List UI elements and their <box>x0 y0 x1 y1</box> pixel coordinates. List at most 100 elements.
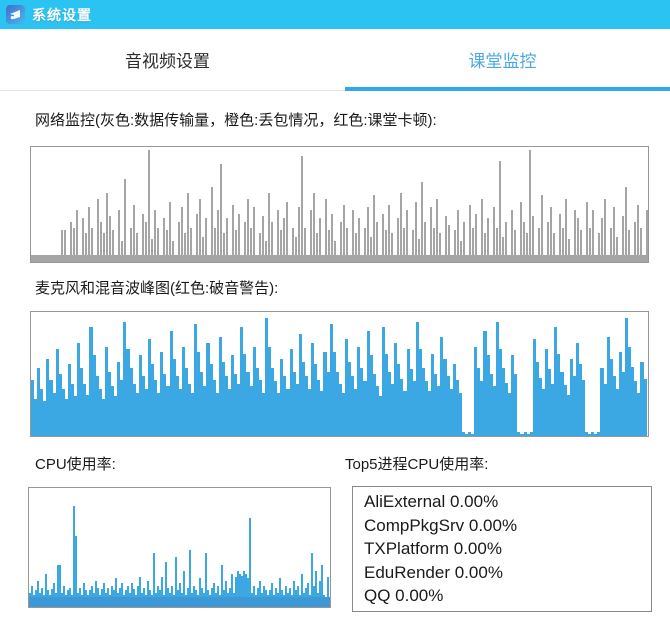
chart-bar <box>141 376 145 436</box>
chart-bar <box>317 380 321 436</box>
chart-bar <box>628 229 630 262</box>
chart-bar <box>594 433 598 436</box>
chart-bar <box>218 336 222 436</box>
chart-bar <box>127 585 129 607</box>
chart-bar <box>85 233 87 262</box>
chart-bar <box>31 380 35 436</box>
chart-bar <box>211 187 213 262</box>
chart-bar <box>203 386 207 436</box>
chart-bar <box>64 229 66 262</box>
chart-bar <box>586 202 588 262</box>
chart-bar <box>376 221 378 262</box>
chart-bar <box>225 580 227 607</box>
chart-bar <box>412 229 414 262</box>
chart-bar <box>58 374 62 436</box>
chart-bar <box>581 380 586 436</box>
chart-bar <box>250 227 252 262</box>
chart-bar <box>604 198 606 262</box>
chart-bar <box>37 367 41 436</box>
chart-bar <box>592 210 594 262</box>
chart-bar <box>307 583 309 607</box>
chart-bar <box>311 553 313 607</box>
chart-bar <box>228 388 232 436</box>
chart-bar <box>114 396 118 436</box>
chart-bar <box>280 229 282 262</box>
chart-bar <box>135 392 139 436</box>
chart-bar <box>481 198 483 262</box>
chart-bar <box>129 367 133 436</box>
chart-bar <box>409 369 413 436</box>
chart-bar <box>559 213 561 262</box>
chart-bar <box>264 318 269 436</box>
chart-bar <box>214 227 216 262</box>
chart-bar <box>628 346 632 436</box>
tab-audio-video-label: 音视频设置 <box>125 52 210 71</box>
chart-bar <box>448 225 450 262</box>
chart-bar <box>585 432 589 436</box>
titlebar: 系统设置 <box>0 0 670 29</box>
chart-bar <box>446 376 450 436</box>
chart-bar <box>502 236 504 262</box>
chart-bar <box>541 388 546 436</box>
chart-bar <box>643 378 647 436</box>
chart-bar <box>489 374 493 436</box>
chart-bar <box>43 401 47 436</box>
chart-bar <box>202 236 204 262</box>
chart-bar <box>262 216 264 262</box>
chart-bar <box>431 354 435 436</box>
chart-bar <box>59 565 61 607</box>
chart-bar <box>200 371 204 436</box>
chart-bar <box>40 388 44 436</box>
chart-bar <box>325 198 327 262</box>
chart-bar <box>77 343 81 436</box>
chart-bar <box>45 573 47 607</box>
tab-audio-video-settings[interactable]: 音视频设置 <box>0 29 335 90</box>
chart-bar <box>196 213 198 262</box>
chart-bar <box>321 565 323 607</box>
chart-bar <box>430 206 432 262</box>
chart-bar <box>92 355 96 436</box>
chart-bar <box>95 580 97 607</box>
chart-bar <box>280 359 284 436</box>
chart-bar <box>261 392 265 436</box>
chart-bar <box>388 204 390 262</box>
chart-bar <box>637 204 639 262</box>
chart-bar <box>458 392 462 436</box>
chart-bar <box>163 374 167 436</box>
chart-bar <box>496 227 498 262</box>
chart-bar <box>221 565 223 607</box>
chart-bar <box>574 210 576 262</box>
chart-bar <box>106 193 108 262</box>
chart-bar <box>598 233 600 262</box>
chart-bar <box>131 583 133 607</box>
chart-bar <box>601 218 603 262</box>
chart-bar <box>205 218 207 262</box>
chart-bar <box>91 585 93 607</box>
network-monitor-chart <box>30 146 649 263</box>
chart-bar <box>82 218 84 262</box>
chart-bar <box>49 380 53 436</box>
chart-bar <box>480 381 484 436</box>
chart-bar <box>454 229 456 262</box>
chart-bar <box>289 349 293 436</box>
chart-bar <box>323 351 327 436</box>
chart-bar <box>634 381 638 436</box>
chart-bar <box>452 364 456 436</box>
chart-bar <box>64 398 68 436</box>
chart-bar <box>338 383 342 436</box>
chart-bar <box>577 218 579 262</box>
chart-bar <box>367 206 369 262</box>
app-logo-icon <box>6 5 25 24</box>
chart-bar <box>145 221 147 262</box>
chart-bar <box>495 321 499 436</box>
chart-bar <box>100 221 102 262</box>
chart-bar <box>634 221 636 262</box>
chart-bar <box>487 218 489 262</box>
chart-bar <box>166 386 170 436</box>
chart-bar <box>138 355 142 436</box>
chart-bar <box>326 371 330 436</box>
tab-classroom-monitor[interactable]: 课堂监控 <box>335 29 670 91</box>
chart-bar <box>508 392 512 436</box>
chart-bar <box>118 210 120 262</box>
chart-bar <box>603 383 607 436</box>
